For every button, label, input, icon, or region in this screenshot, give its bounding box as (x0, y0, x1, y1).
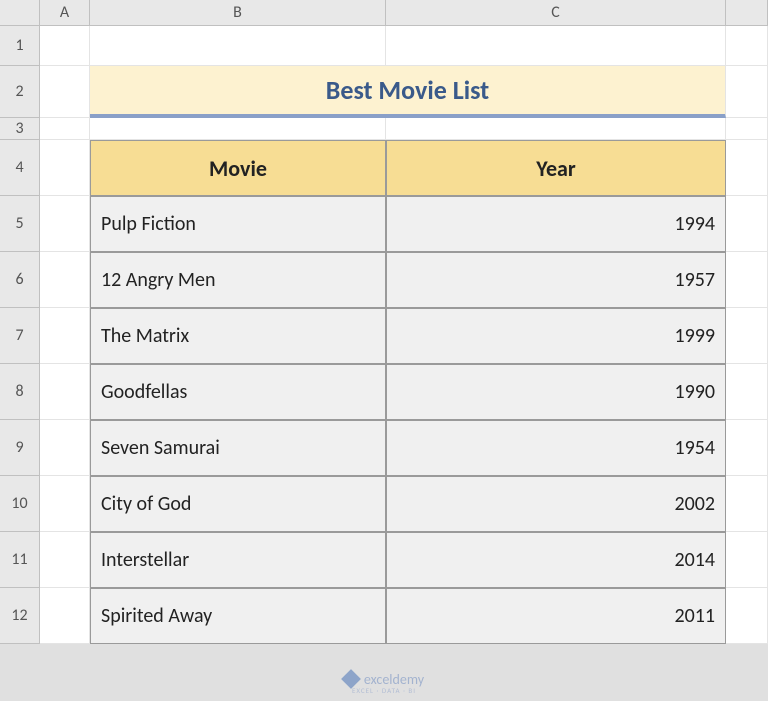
row-header-6[interactable]: 6 (0, 252, 40, 308)
table-row: 12 Angry Men 1957 (40, 252, 768, 308)
spreadsheet-viewport: A B C 1 2 3 4 5 6 7 8 9 10 11 12 Best Mo… (0, 0, 768, 701)
cell-d4[interactable] (726, 140, 768, 196)
year-value: 2014 (674, 548, 715, 572)
cube-icon (341, 669, 361, 689)
cell-year[interactable]: 2014 (386, 532, 726, 588)
row-header-11[interactable]: 11 (0, 532, 40, 588)
cell-d5[interactable] (726, 196, 768, 252)
year-value: 2011 (674, 604, 715, 628)
year-value: 1957 (674, 268, 715, 292)
cell-year[interactable]: 1957 (386, 252, 726, 308)
cell-b1[interactable] (90, 26, 386, 66)
select-all-corner[interactable] (0, 0, 40, 26)
year-value: 1999 (674, 324, 715, 348)
column-header-next[interactable] (726, 0, 768, 26)
table-header-year[interactable]: Year (386, 140, 726, 196)
cell-c3[interactable] (386, 118, 726, 140)
cell-movie[interactable]: Seven Samurai (90, 420, 386, 476)
cell-year[interactable]: 1954 (386, 420, 726, 476)
movie-value: Spirited Away (101, 604, 212, 628)
cell-a7[interactable] (40, 308, 90, 364)
cell-movie[interactable]: The Matrix (90, 308, 386, 364)
table-row: The Matrix 1999 (40, 308, 768, 364)
cell-movie[interactable]: Interstellar (90, 532, 386, 588)
table-row: Goodfellas 1990 (40, 364, 768, 420)
movie-value: City of God (101, 492, 191, 516)
cell-a11[interactable] (40, 532, 90, 588)
cell-a2[interactable] (40, 66, 90, 118)
year-value: 2002 (674, 492, 715, 516)
table-header-movie-label: Movie (209, 155, 267, 182)
movie-value: The Matrix (101, 324, 189, 348)
cell-a8[interactable] (40, 364, 90, 420)
cell-d1[interactable] (726, 26, 768, 66)
cell-a4[interactable] (40, 140, 90, 196)
cell-movie[interactable]: 12 Angry Men (90, 252, 386, 308)
cell-year[interactable]: 1999 (386, 308, 726, 364)
cell-b3[interactable] (90, 118, 386, 140)
cell-d10[interactable] (726, 476, 768, 532)
table-header-movie[interactable]: Movie (90, 140, 386, 196)
row-header-3[interactable]: 3 (0, 118, 40, 140)
cell-a5[interactable] (40, 196, 90, 252)
cell-d12[interactable] (726, 588, 768, 644)
watermark: exceldemy EXCEL · DATA · BI (0, 671, 768, 695)
title-cell[interactable]: Best Movie List (90, 66, 726, 118)
year-value: 1990 (674, 380, 715, 404)
cell-year[interactable]: 1990 (386, 364, 726, 420)
cell-d11[interactable] (726, 532, 768, 588)
column-header-b[interactable]: B (90, 0, 386, 26)
cell-d9[interactable] (726, 420, 768, 476)
cell-c1[interactable] (386, 26, 726, 66)
table-row: Pulp Fiction 1994 (40, 196, 768, 252)
year-value: 1994 (674, 212, 715, 236)
row-header-5[interactable]: 5 (0, 196, 40, 252)
cell-year[interactable]: 1994 (386, 196, 726, 252)
cell-year[interactable]: 2002 (386, 476, 726, 532)
table-row: Spirited Away 2011 (40, 588, 768, 644)
movie-value: Interstellar (101, 548, 189, 572)
column-header-a[interactable]: A (40, 0, 90, 26)
row-header-12[interactable]: 12 (0, 588, 40, 644)
row-header-10[interactable]: 10 (0, 476, 40, 532)
cell-d6[interactable] (726, 252, 768, 308)
cell-year[interactable]: 2011 (386, 588, 726, 644)
cell-movie[interactable]: Pulp Fiction (90, 196, 386, 252)
cell-a6[interactable] (40, 252, 90, 308)
cell-a1[interactable] (40, 26, 90, 66)
watermark-brand: exceldemy (364, 671, 424, 688)
cell-movie[interactable]: Spirited Away (90, 588, 386, 644)
row-header-strip: 1 2 3 4 5 6 7 8 9 10 11 12 (0, 26, 40, 644)
cell-d2[interactable] (726, 66, 768, 118)
cell-grid: Best Movie List Movie Year Pulp Fiction (40, 26, 768, 644)
row-header-4[interactable]: 4 (0, 140, 40, 196)
cell-a9[interactable] (40, 420, 90, 476)
year-value: 1954 (674, 436, 715, 460)
row-header-7[interactable]: 7 (0, 308, 40, 364)
watermark-tagline: EXCEL · DATA · BI (0, 686, 768, 695)
movie-value: Pulp Fiction (101, 212, 196, 236)
cell-movie[interactable]: City of God (90, 476, 386, 532)
cell-a3[interactable] (40, 118, 90, 140)
column-header-strip: A B C (40, 0, 768, 26)
column-header-c[interactable]: C (386, 0, 726, 26)
cell-d8[interactable] (726, 364, 768, 420)
cell-d7[interactable] (726, 308, 768, 364)
movie-value: 12 Angry Men (101, 268, 216, 292)
cell-a12[interactable] (40, 588, 90, 644)
title-text: Best Movie List (326, 74, 489, 106)
row-header-2[interactable]: 2 (0, 66, 40, 118)
row-header-8[interactable]: 8 (0, 364, 40, 420)
row-header-9[interactable]: 9 (0, 420, 40, 476)
cell-a10[interactable] (40, 476, 90, 532)
table-header-year-label: Year (536, 155, 575, 182)
cell-movie[interactable]: Goodfellas (90, 364, 386, 420)
row-header-1[interactable]: 1 (0, 26, 40, 66)
table-row: Interstellar 2014 (40, 532, 768, 588)
table-row: City of God 2002 (40, 476, 768, 532)
movie-value: Goodfellas (101, 380, 187, 404)
cell-d3[interactable] (726, 118, 768, 140)
movie-value: Seven Samurai (101, 436, 220, 460)
table-row: Seven Samurai 1954 (40, 420, 768, 476)
